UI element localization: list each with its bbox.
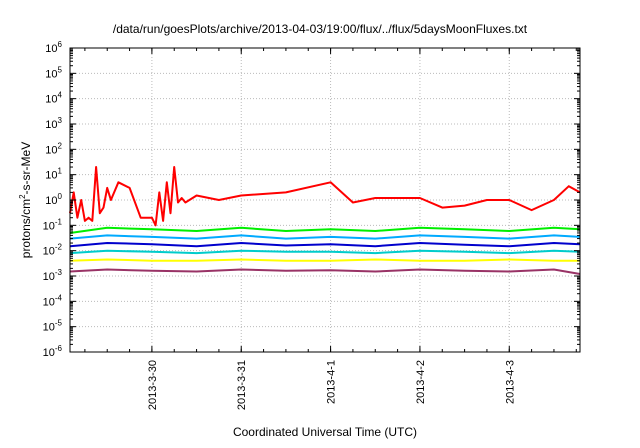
y-tick-label-exponent: 1 xyxy=(58,167,63,176)
series-line-1 xyxy=(69,166,581,227)
y-tick-label: 10-2 xyxy=(43,243,63,258)
x-tick-label: 2013-4-1 xyxy=(326,360,338,404)
y-tick-label: 100 xyxy=(45,192,62,207)
y-axis-label: protons/cm2-s-sr-MeV xyxy=(18,142,33,258)
series-line-7 xyxy=(69,268,581,275)
grid-lines xyxy=(70,48,580,352)
y-tick-label-base: 10 xyxy=(45,170,57,182)
y-tick-label-base: 10 xyxy=(43,271,55,283)
x-tick-label: 2013-3-31 xyxy=(236,360,248,410)
y-tick-label: 103 xyxy=(45,116,62,131)
y-tick-label-base: 10 xyxy=(45,119,57,131)
y-tick-label: 106 xyxy=(45,40,62,55)
y-tick-label-exponent: 3 xyxy=(58,116,63,125)
y-tick-label: 10-1 xyxy=(43,217,63,232)
series-line-5 xyxy=(69,249,581,255)
y-tick-label-exponent: 0 xyxy=(58,192,63,201)
y-tick-label-exponent: -5 xyxy=(55,319,63,328)
y-tick-label: 10-6 xyxy=(43,344,63,359)
chart-title: /data/run/goesPlots/archive/2013-04-03/1… xyxy=(112,22,528,36)
y-axis-label-rest: -s-sr-MeV xyxy=(19,142,33,195)
y-tick-label-exponent: 5 xyxy=(58,65,63,74)
y-tick-label-exponent: -6 xyxy=(55,344,63,353)
y-tick-label-exponent: -2 xyxy=(55,243,63,252)
y-tick-label-exponent: -4 xyxy=(55,293,63,302)
y-tick-label-base: 10 xyxy=(43,347,55,359)
y-tick-label: 101 xyxy=(45,167,62,182)
y-tick-label: 104 xyxy=(45,91,62,106)
y-tick-label-exponent: -3 xyxy=(55,268,63,277)
y-tick-label: 10-5 xyxy=(43,319,63,334)
y-axis-label-base: protons/cm xyxy=(19,199,33,258)
y-tick-label: 102 xyxy=(45,141,62,156)
y-tick-label: 10-4 xyxy=(43,293,63,308)
x-axis-label: Coordinated Universal Time (UTC) xyxy=(233,425,417,439)
x-tick-label: 2013-3-30 xyxy=(147,360,159,410)
y-tick-label-base: 10 xyxy=(45,43,57,55)
series-lines xyxy=(69,166,581,275)
series-line-3 xyxy=(69,234,581,240)
y-tick-label-exponent: 2 xyxy=(58,141,63,150)
y-tick-label-base: 10 xyxy=(43,246,55,258)
series-line-6 xyxy=(69,258,580,262)
y-tick-label-exponent: 6 xyxy=(58,40,63,49)
y-tick-label-exponent: 4 xyxy=(58,91,63,100)
y-tick-label-exponent: -1 xyxy=(55,217,63,226)
x-tick-label: 2013-4-2 xyxy=(415,360,427,404)
y-tick-label-base: 10 xyxy=(45,94,57,106)
series-line-2 xyxy=(69,226,581,234)
y-tick-label: 105 xyxy=(45,65,62,80)
y-tick-label-base: 10 xyxy=(45,68,57,80)
y-tick-label-base: 10 xyxy=(43,296,55,308)
y-tick-label-base: 10 xyxy=(45,144,57,156)
y-tick-label-base: 10 xyxy=(45,195,57,207)
x-tick-label: 2013-4-3 xyxy=(504,360,516,404)
series-line-4 xyxy=(69,242,581,248)
axis-ticks xyxy=(70,47,580,353)
y-tick-label-base: 10 xyxy=(43,220,55,232)
y-axis-label-superscript: 2 xyxy=(18,194,27,199)
axis-tick-labels: 10610510410310210110010-110-210-310-410-… xyxy=(43,40,517,410)
y-tick-label-base: 10 xyxy=(43,322,55,334)
y-tick-label: 10-3 xyxy=(43,268,63,283)
